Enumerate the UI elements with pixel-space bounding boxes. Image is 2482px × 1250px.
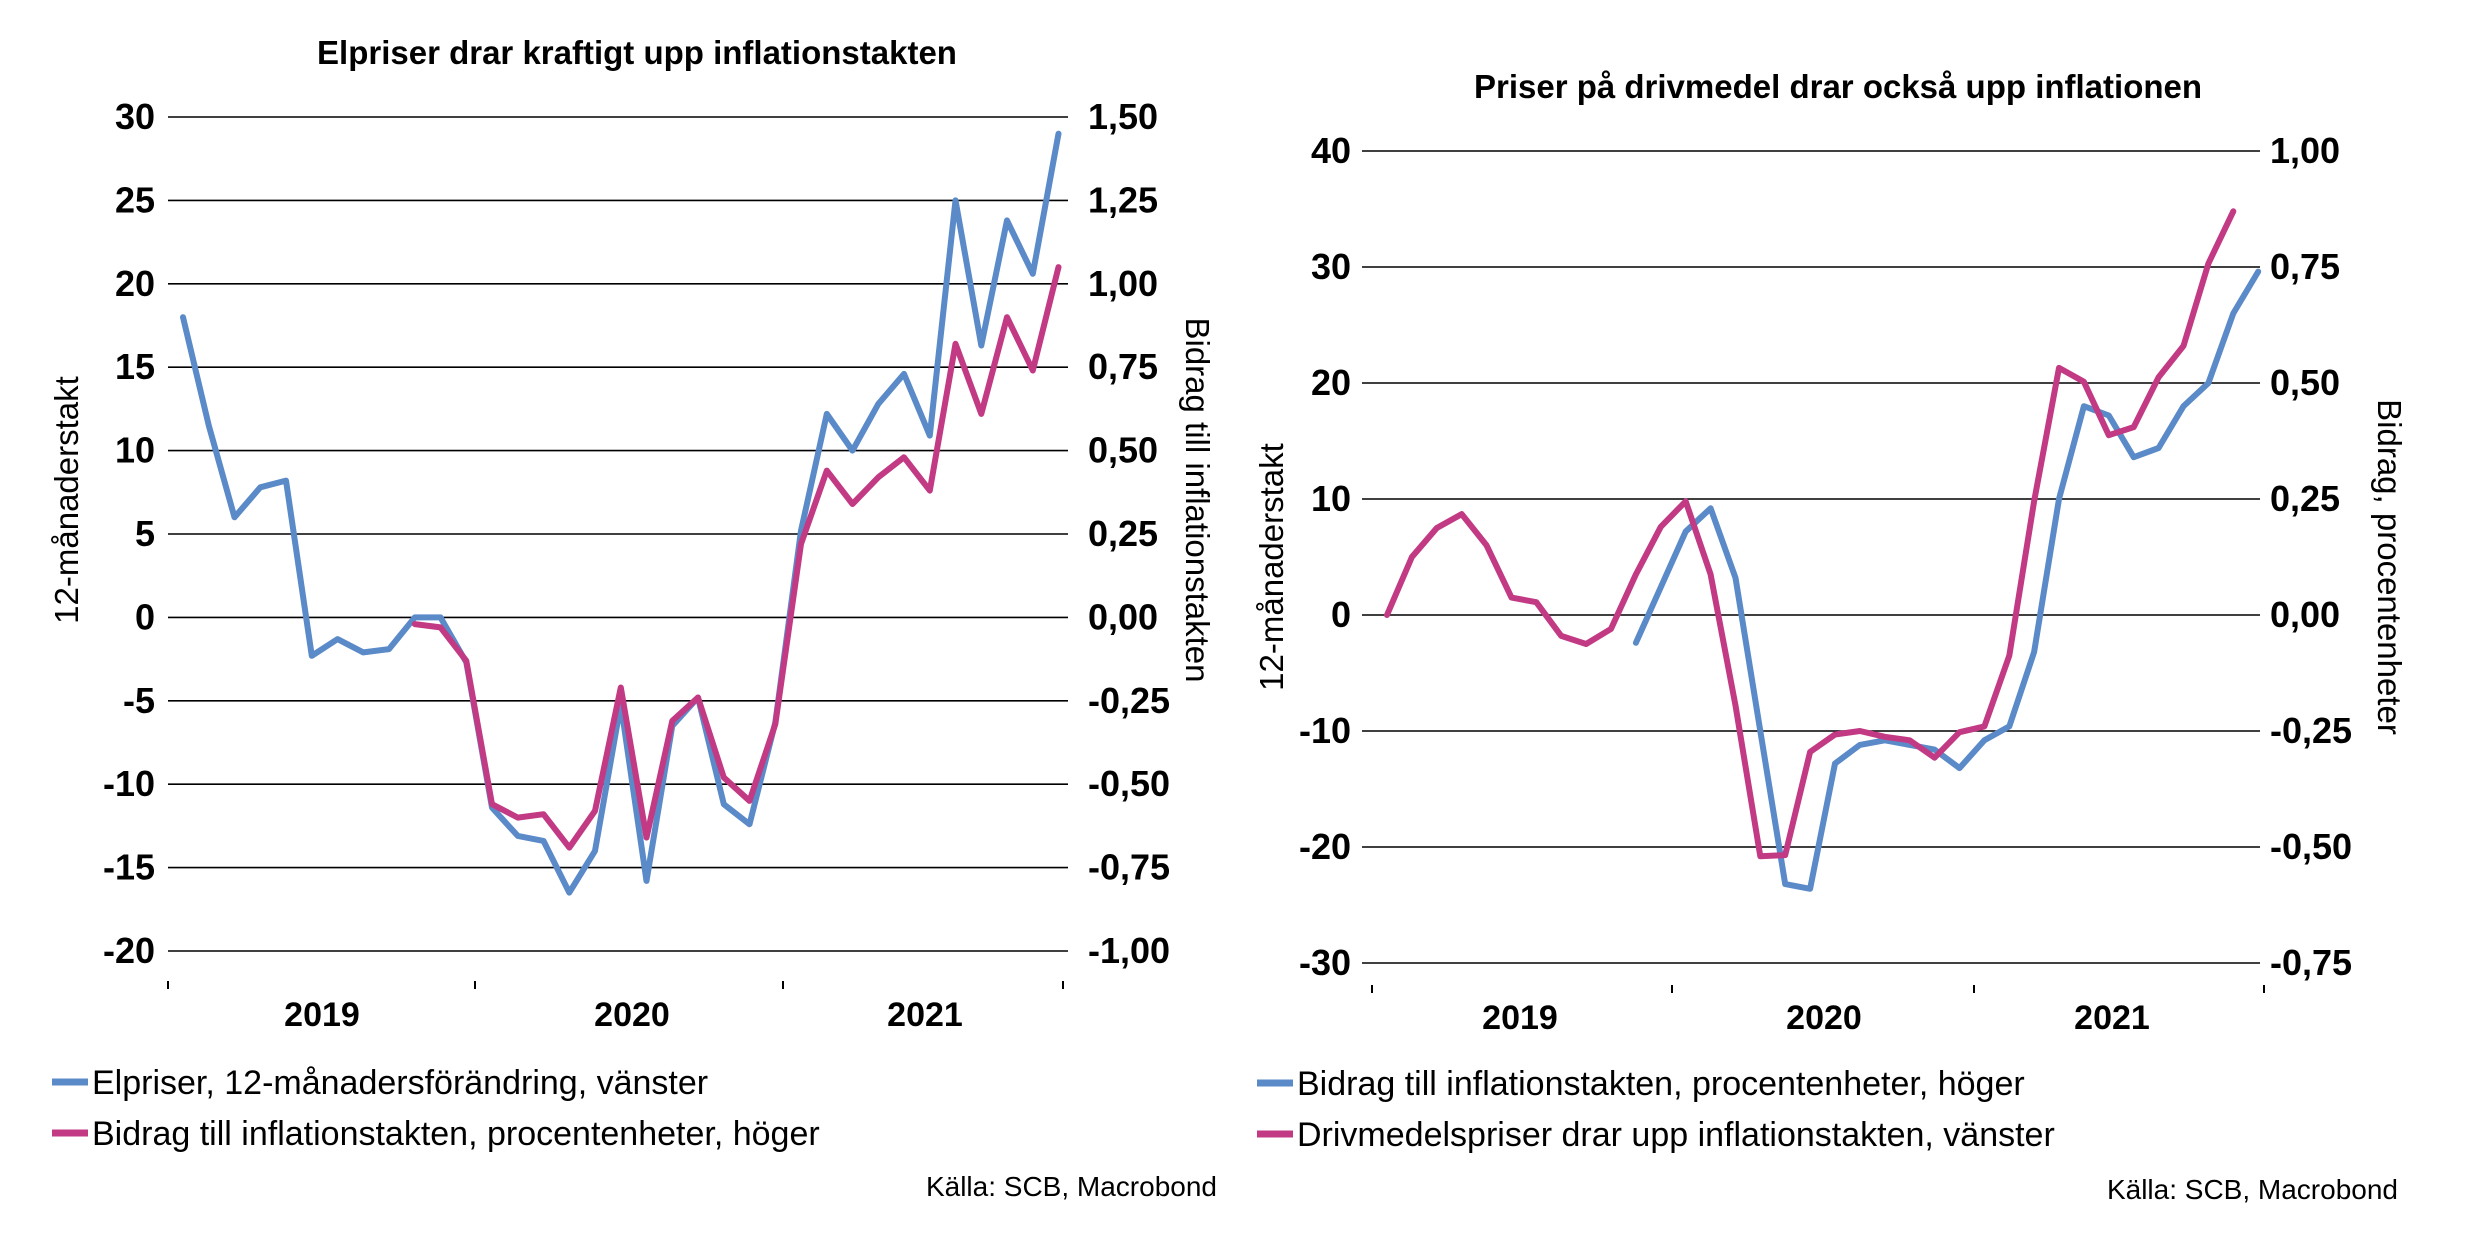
x-tick-year: 2020: [1786, 999, 1862, 1037]
x-axis-years: 2019 2020 2021: [1482, 999, 2150, 1037]
y-tick-right: 1,00: [2270, 130, 2340, 171]
series-line-blue: [1632, 268, 2262, 892]
y-tick-left: 20: [1311, 362, 1351, 403]
y-tick-left: 30: [1311, 246, 1351, 287]
legend-entry: Bidrag till inflationstakten, procentenh…: [92, 1115, 820, 1153]
x-axis-ticks: [167, 981, 1064, 989]
y-tick-left: -5: [123, 680, 155, 721]
y-axis-right-label: Bidrag till inflationstakten: [1179, 317, 1216, 682]
series-lines: [1384, 208, 2262, 892]
y-axis-right-label: Bidrag, procentenheter: [2371, 399, 2408, 735]
legend: Elpriser, 12-månadersförändring, vänster…: [52, 1064, 820, 1153]
y-tick-right: 0,75: [1088, 346, 1158, 387]
y-tick-left: -20: [103, 930, 155, 971]
y-tick-right: 0,50: [1088, 430, 1158, 471]
y-tick-left: 0: [135, 596, 155, 637]
y-tick-right: -0,50: [2270, 826, 2352, 867]
y-tick-left: -10: [1299, 710, 1351, 751]
y-tick-right: -0,75: [1088, 847, 1170, 888]
y-tick-right: 0,75: [2270, 246, 2340, 287]
series-lines: [180, 130, 1062, 896]
y-tick-left: 25: [115, 179, 155, 220]
y-tick-right: -0,25: [1088, 680, 1170, 721]
y-axis-left-label: 12-månaderstakt: [1253, 443, 1290, 691]
y-tick-right: -0,25: [2270, 710, 2352, 751]
gridlines: [1362, 150, 2260, 964]
y-axis-right-ticks: 1,50 1,25 1,00 0,75 0,50 0,25 0,00 -0,25 -0,50 -0…: [1088, 96, 1170, 971]
y-tick-left: -20: [1299, 826, 1351, 867]
y-tick-right: 0,00: [2270, 594, 2340, 635]
x-axis-years: 2019 2020 2021: [284, 996, 963, 1034]
y-tick-left: 30: [115, 96, 155, 137]
series-line-blue: [180, 130, 1062, 896]
y-tick-right: 1,25: [1088, 179, 1158, 220]
y-axis-left-ticks: 40 30 20 10 0 -10 -20 -30: [1299, 130, 1351, 983]
y-tick-left: 0: [1331, 594, 1351, 635]
x-tick-year: 2021: [887, 996, 963, 1034]
x-axis-ticks: [1371, 985, 2265, 993]
source-note: Källa: SCB, Macrobond: [926, 1171, 1217, 1202]
y-tick-right: -0,50: [1088, 763, 1170, 804]
series-line-magenta: [411, 264, 1062, 851]
legend: Bidrag till inflationstakten, procentenh…: [1257, 1065, 2055, 1154]
y-tick-right: -1,00: [1088, 930, 1170, 971]
x-tick-year: 2021: [2074, 999, 2150, 1037]
y-tick-left: 10: [115, 430, 155, 471]
y-tick-left: 20: [115, 263, 155, 304]
legend-entry: Drivmedelspriser drar upp inflationstakt…: [1297, 1116, 2055, 1154]
legend-entry: Bidrag till inflationstakten, procentenh…: [1297, 1065, 2025, 1103]
y-tick-right: -0,75: [2270, 942, 2352, 983]
y-tick-left: 5: [135, 513, 155, 554]
x-tick-year: 2020: [594, 996, 670, 1034]
y-tick-right: 1,50: [1088, 96, 1158, 137]
series-line-magenta: [1384, 208, 2237, 860]
chart-title: Elpriser drar kraftigt upp inflationstak…: [317, 34, 957, 71]
y-tick-left: -30: [1299, 942, 1351, 983]
y-tick-left: -15: [103, 847, 155, 888]
y-tick-left: -10: [103, 763, 155, 804]
gridlines: [168, 116, 1068, 952]
chart-elpriser: Elpriser drar kraftigt upp inflationstak…: [48, 34, 1217, 1202]
y-axis-left-ticks: 30 25 20 15 10 5 0 -5 -10 -15 -20: [103, 96, 155, 971]
x-tick-year: 2019: [284, 996, 360, 1034]
chart-drivmedel: Priser på drivmedel drar också upp infla…: [1253, 68, 2408, 1205]
y-tick-right: 0,25: [1088, 513, 1158, 554]
x-tick-year: 2019: [1482, 999, 1558, 1037]
y-tick-right: 1,00: [1088, 263, 1158, 304]
chart-title: Priser på drivmedel drar också upp infla…: [1474, 68, 2202, 105]
y-axis-right-ticks: 1,00 0,75 0,50 0,25 0,00 -0,25 -0,50 -0,75: [2270, 130, 2352, 983]
y-tick-left: 10: [1311, 478, 1351, 519]
y-tick-left: 15: [115, 346, 155, 387]
y-tick-left: 40: [1311, 130, 1351, 171]
y-axis-left-label: 12-månaderstakt: [48, 376, 85, 624]
source-note: Källa: SCB, Macrobond: [2107, 1174, 2398, 1205]
legend-entry: Elpriser, 12-månadersförändring, vänster: [92, 1064, 708, 1102]
y-tick-right: 0,50: [2270, 362, 2340, 403]
y-tick-right: 0,25: [2270, 478, 2340, 519]
y-tick-right: 0,00: [1088, 596, 1158, 637]
